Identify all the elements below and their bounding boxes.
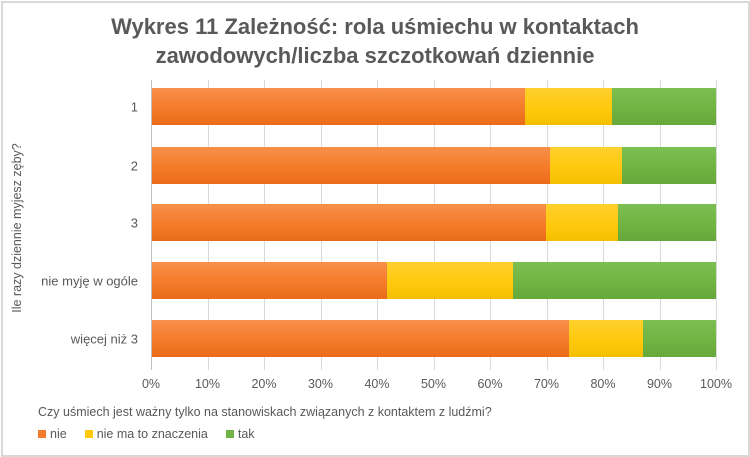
segment-nie [151,204,546,241]
category-label: 1 [130,99,138,114]
x-tick-label: 20% [251,377,277,391]
legend-item: tak [225,427,255,441]
category-label: 2 [130,158,138,173]
y-axis-title: Ile razy dziennie myjesz zęby? [10,143,24,313]
segment-nie-ma-to-znaczenia [525,88,613,125]
legend-item: nie ma to znaczenia [84,427,208,441]
chart-title-line-2: zawodowych/liczba szczotkowań dziennie [155,43,595,68]
x-axis-title: Czy uśmiech jest ważny tylko na stanowis… [38,405,492,419]
segment-nie [151,88,526,125]
segment-nie [151,147,550,184]
legend-swatch-icon [225,430,234,438]
bar-row [151,262,716,299]
segment-nie-ma-to-znaczenia [387,262,514,299]
gridline [716,80,717,370]
segment-nie-ma-to-znaczenia [549,147,623,184]
legend-label: tak [237,427,255,441]
chart-title: Wykres 11 Zależność: rola uśmiechu w kon… [0,12,750,70]
x-tick-label: 60% [477,377,503,391]
legend-label: nie ma to znaczenia [96,427,208,441]
segment-nie-ma-to-znaczenia [569,320,644,357]
segment-tak [612,88,716,125]
bar-row [151,320,716,357]
x-tick-label: 70% [533,377,560,391]
x-tick-label: 90% [646,377,673,391]
bar-row [151,88,716,125]
legend-swatch-icon [84,430,93,438]
segment-tak [513,262,716,299]
x-tick-label: 10% [194,377,221,391]
segment-tak [618,204,716,241]
x-tick-label: 100% [700,377,732,391]
legend: nie nie ma to znaczenia tak [38,427,255,441]
category-label: 3 [130,215,138,230]
category-label: więcej niż 3 [70,331,138,346]
x-tick-label: 80% [590,377,616,391]
category-label: nie myję w ogóle [41,273,138,288]
segment-tak [643,320,716,357]
x-tick-label: 40% [364,377,390,391]
segment-nie [151,262,388,299]
plot-area [151,80,717,370]
chart-title-line-1: Wykres 11 Zależność: rola uśmiechu w kon… [111,14,639,39]
segment-tak [622,147,716,184]
bar-row [151,204,716,241]
bar-row [151,147,716,184]
x-tick-label: 0% [141,377,161,391]
legend-item: nie [38,427,67,441]
segment-nie-ma-to-znaczenia [545,204,619,241]
y-axis-line [151,80,152,370]
legend-label: nie [50,427,67,441]
segment-nie [151,320,570,357]
x-tick-label: 50% [420,377,447,391]
x-tick-label: 30% [307,377,334,391]
legend-swatch-icon [38,430,46,438]
